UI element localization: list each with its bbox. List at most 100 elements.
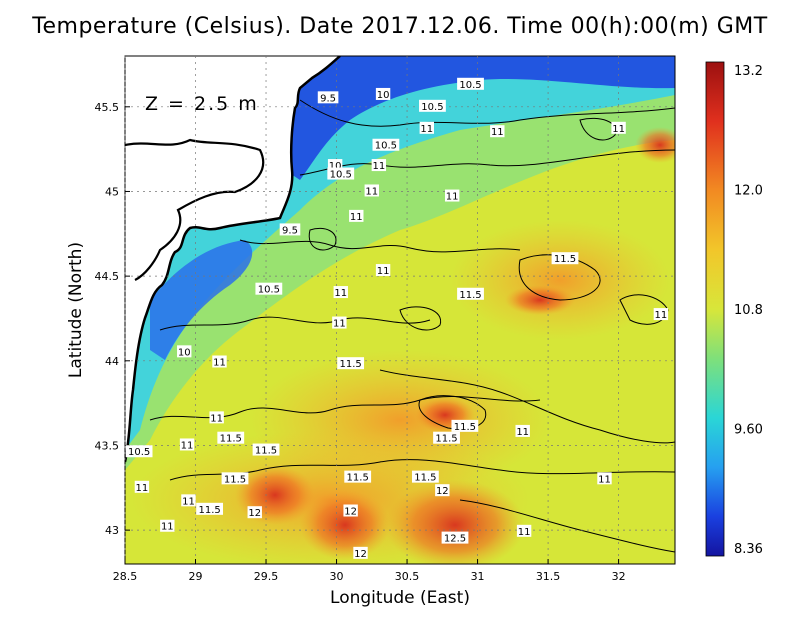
contour-label: 11.5 [554, 254, 576, 265]
contour-label: 12 [344, 507, 357, 518]
contour-label-bg [419, 121, 434, 134]
contour-label-bg [551, 252, 579, 265]
contour-label: 11 [365, 186, 378, 197]
chart-title: Temperature (Celsius). Date 2017.12.06. … [32, 14, 768, 39]
colorbar-tick-label: 12.0 [734, 184, 763, 199]
contour-label: 11.5 [435, 434, 457, 445]
hot-spot-ne [635, 127, 675, 163]
colorbar-tick-label: 13.2 [734, 64, 763, 79]
contour-label: 11 [372, 161, 385, 172]
contour-label: 10 [329, 161, 342, 172]
contour-label: 11 [655, 310, 668, 321]
contour-label: 11 [377, 266, 390, 277]
contour-label: 11 [446, 192, 459, 203]
y-tick-label: 43.5 [95, 439, 120, 452]
y-tick-label: 44.5 [95, 270, 120, 283]
contour-label: 11 [182, 496, 195, 507]
contour-label: 11 [518, 527, 531, 538]
y-tick-label: 45 [105, 185, 119, 198]
contour-label-bg [653, 308, 669, 321]
colorbar-tick-label: 9.60 [734, 423, 763, 438]
contour-label-bg [343, 504, 358, 517]
contour-label: 10.5 [375, 141, 397, 152]
colorbar [705, 61, 725, 557]
warm-area-east [450, 220, 670, 340]
hot-spot-se [385, 480, 525, 564]
contour-label-bg [221, 472, 249, 485]
x-tick-label: 30 [330, 570, 344, 583]
contour-label-bg [372, 138, 400, 151]
contour-label: 12 [436, 486, 449, 497]
contour-label-bg [344, 470, 372, 483]
contour-label-bg [411, 470, 439, 483]
y-tick-label: 45.5 [95, 101, 120, 114]
x-axis-label: Longitude (East) [330, 588, 470, 608]
contour-label-bg [247, 506, 262, 519]
contour-lines [149, 99, 675, 553]
contour-label-bg [209, 411, 224, 424]
contour-label: 11.5 [414, 473, 436, 484]
contour-label: 9.5 [320, 93, 336, 104]
contour-label-bg [375, 264, 391, 277]
contour-label: 12 [354, 549, 367, 560]
contour-label-bg [515, 424, 530, 437]
contour-label-bg [435, 484, 450, 497]
contour-label: 11 [491, 127, 504, 138]
contour-label-bg [255, 282, 283, 295]
x-tick-label: 29.5 [254, 570, 279, 583]
contour-label-bg [125, 445, 153, 458]
contour-label-bg [212, 355, 227, 368]
coastline [125, 56, 341, 463]
x-tick-label: 30.5 [395, 570, 420, 583]
contour-label-bg [196, 502, 224, 515]
colorbar-tick-label: 8.36 [734, 542, 763, 557]
contour-label-bg [441, 531, 469, 544]
contour-label-bg [327, 167, 355, 180]
contour-label: 11.5 [198, 505, 220, 516]
contour-label-bg [179, 438, 195, 451]
x-tick-label: 31 [471, 570, 485, 583]
contour-label-bg [337, 357, 365, 370]
contour-label-bg [181, 494, 196, 507]
x-axis-ticks: 28.5 29 29.5 30 30.5 31 31.5 32 [113, 559, 626, 583]
contour-label-bg [332, 316, 347, 329]
contour-label: 11 [181, 440, 194, 451]
gridlines [124, 56, 675, 564]
x-tick-label: 32 [612, 570, 626, 583]
cold-patch-coast [150, 240, 253, 360]
contour-label: 11.5 [347, 473, 369, 484]
contour-label: 10 [178, 347, 191, 358]
contour-label: 10.5 [421, 102, 443, 113]
contour-label-bg [252, 443, 280, 456]
contour-label: 11.5 [224, 474, 246, 485]
contour-label-bg [451, 419, 479, 432]
contour-label-bg [177, 345, 192, 358]
cold-patch-north [285, 56, 675, 180]
y-tick-label: 43 [105, 524, 119, 537]
contour-label: 10.5 [459, 80, 481, 91]
contour-label-bg [364, 184, 379, 197]
contour-label: 11.5 [454, 422, 476, 433]
contour-label-bg [353, 546, 368, 559]
contour-label-bg [433, 431, 460, 444]
contour-label-bg [597, 472, 612, 485]
contour-label: 11 [516, 427, 529, 438]
contour-label-bg [134, 480, 150, 493]
y-tick-label: 44 [105, 355, 119, 368]
contour-label: 11 [333, 319, 346, 330]
contour-label: 10.5 [128, 447, 150, 458]
contour-label-bg [217, 431, 245, 444]
contour-label-bg [333, 286, 348, 299]
y-axis-label: Latitude (North) [66, 241, 86, 379]
contour-label-bg [317, 91, 339, 104]
depth-label: Z = 2.5 m [145, 93, 259, 115]
land-crimea [125, 56, 340, 462]
contour-label-bg [516, 524, 532, 537]
contour-label: 12 [248, 508, 261, 519]
contour-label: 11.5 [340, 359, 362, 370]
hot-spot-s [300, 490, 390, 560]
contour-label: 11 [420, 124, 433, 135]
contour-label: 11 [598, 474, 611, 485]
